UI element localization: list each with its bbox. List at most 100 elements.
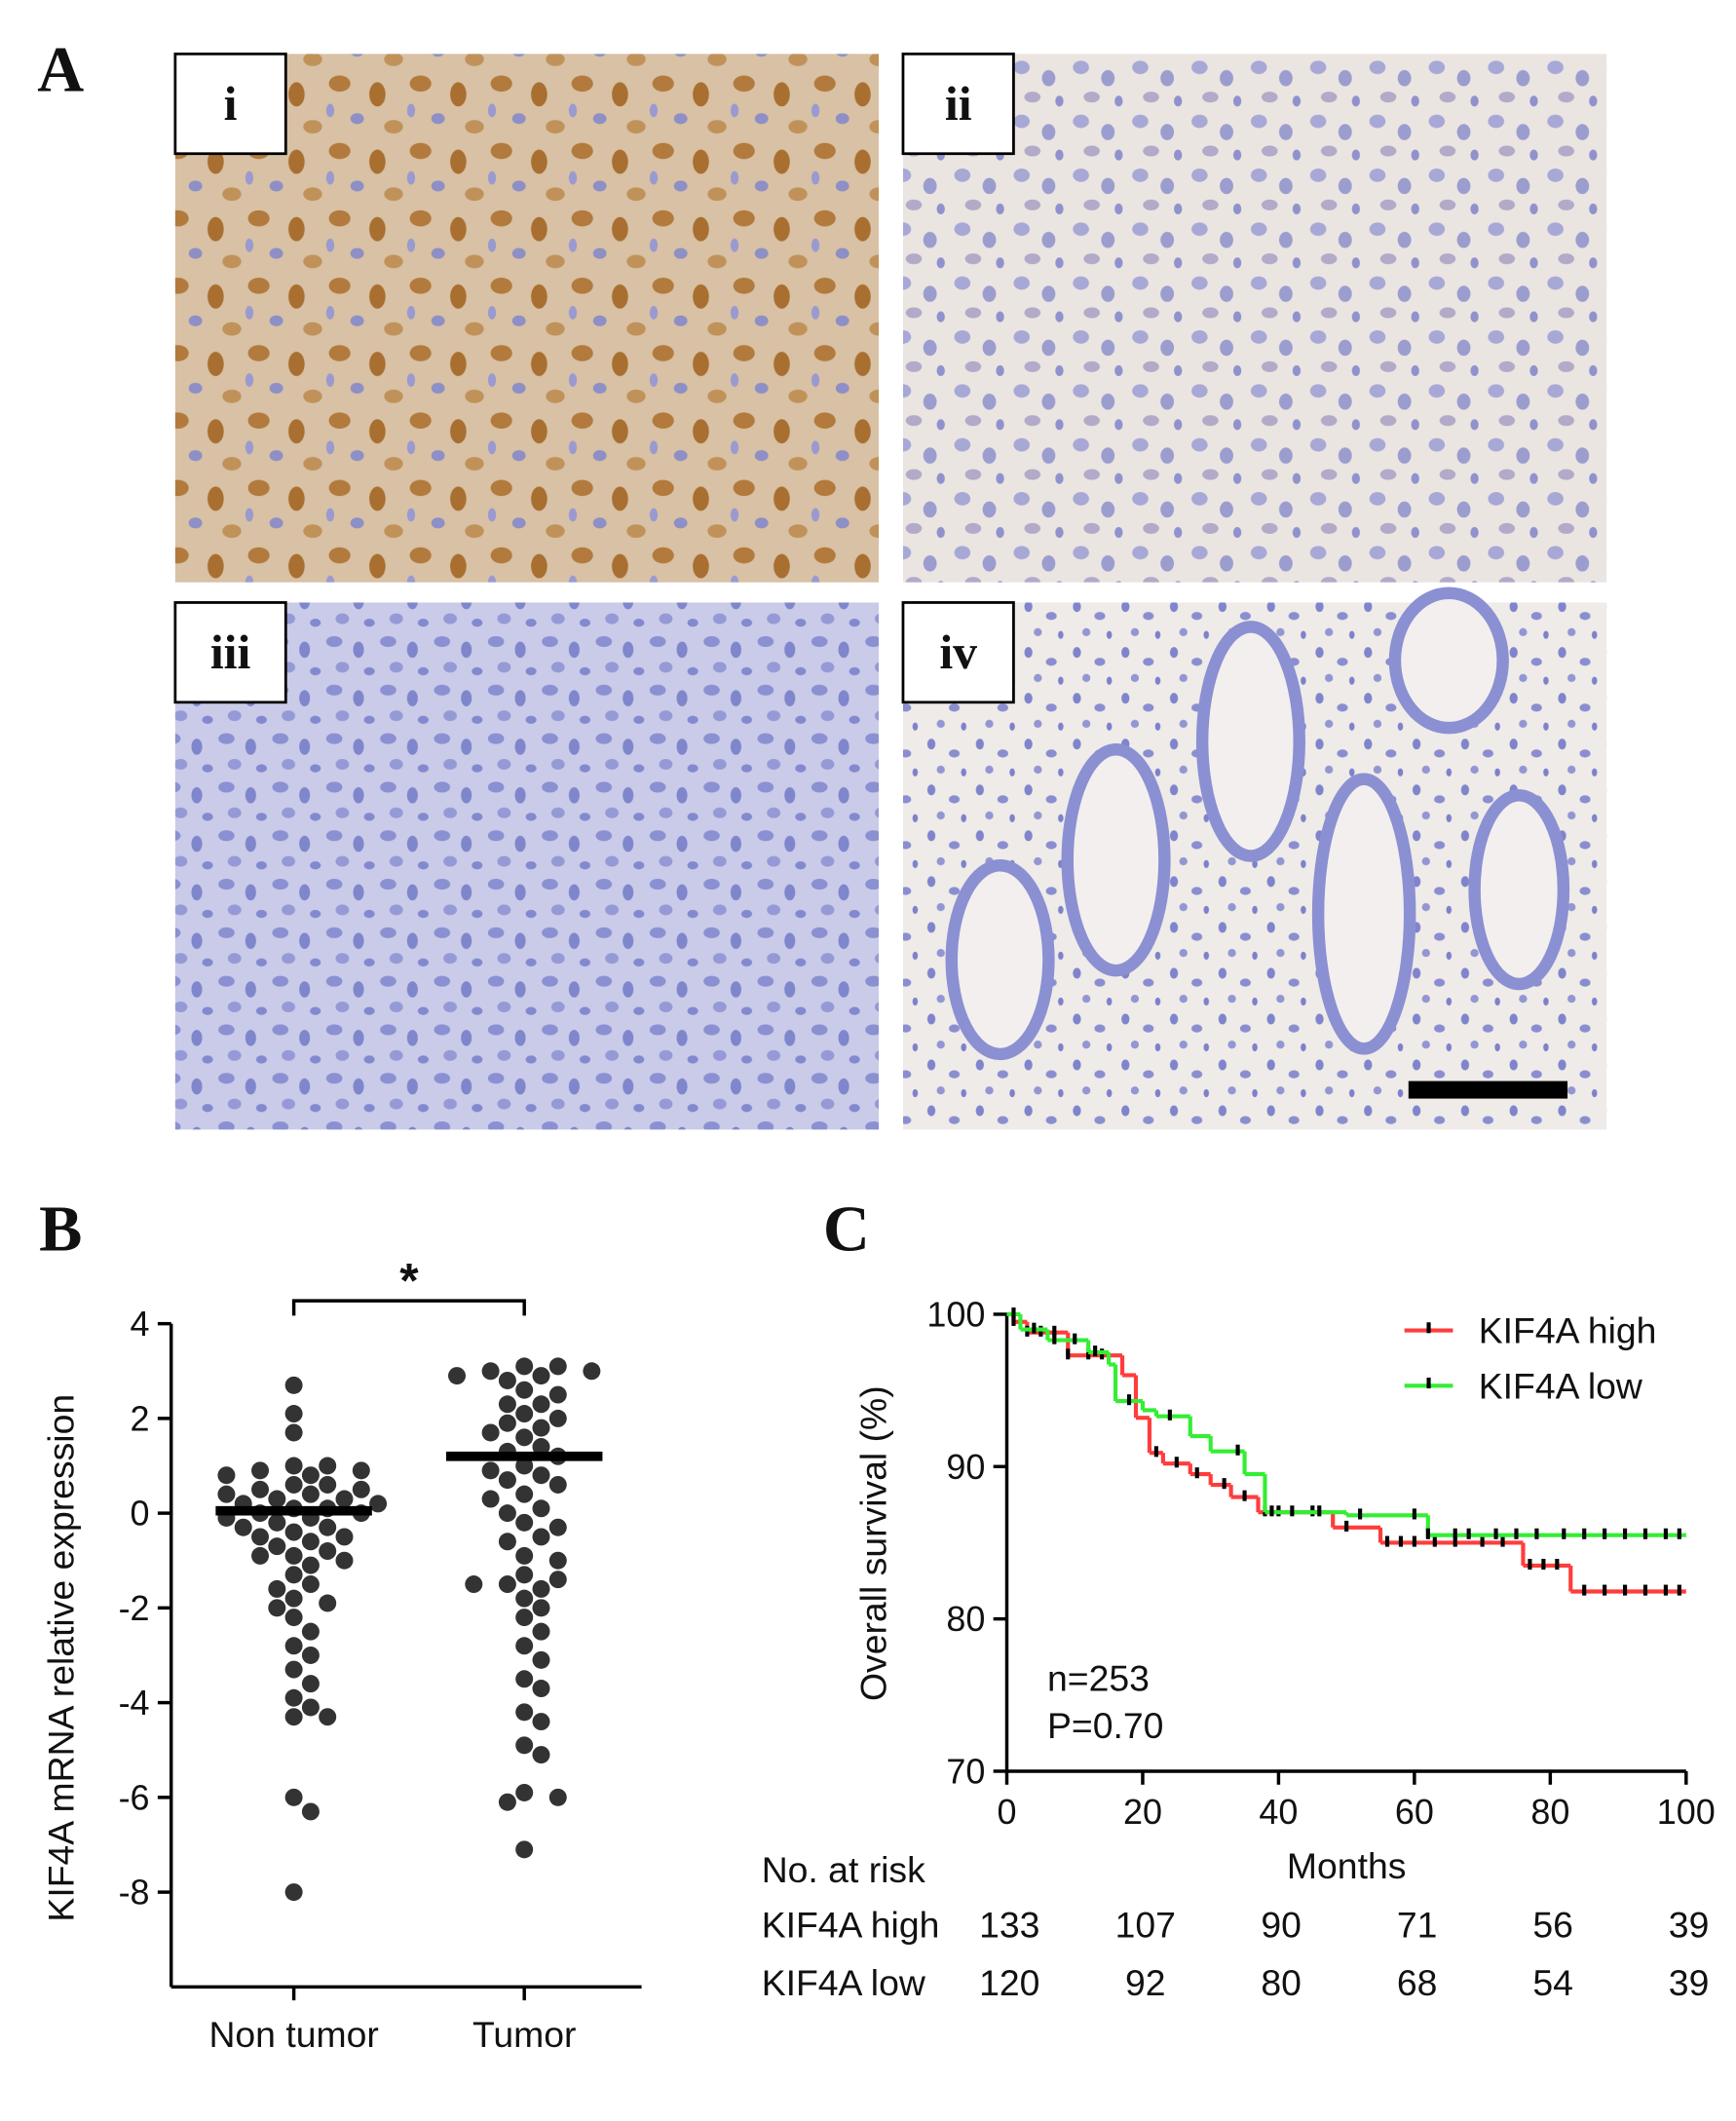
data-point [583,1362,601,1381]
data-point [301,1533,320,1551]
risk-count: 71 [1397,1905,1438,1946]
legend-label: KIF4A high [1479,1310,1657,1351]
x-tick-label: Tumor [472,2014,577,2055]
panel-label: A [37,34,84,105]
data-point [532,1466,550,1485]
data-point [532,1713,550,1731]
mean-bar [215,1505,372,1516]
annotation: n=253 [1047,1658,1150,1699]
data-point [532,1599,550,1617]
risk-count: 54 [1532,1962,1573,2003]
data-point [284,1457,303,1475]
risk-table-title: No. at risk [762,1849,925,1890]
x-tick-label: 20 [1123,1792,1162,1832]
x-axis-label: Months [1287,1845,1406,1886]
data-point [284,1883,303,1902]
image-label-box [901,52,1015,156]
data-point [335,1528,354,1546]
data-point [352,1461,370,1480]
data-point [515,1589,534,1608]
data-point [498,1575,516,1594]
histology-image [174,602,880,1130]
data-point [548,1518,567,1536]
data-point [251,1546,270,1565]
data-point [284,1566,303,1584]
annotation: P=0.70 [1047,1705,1163,1746]
image-label: ii [945,77,972,131]
data-point [481,1490,500,1508]
image-label-box [173,52,287,156]
data-point [515,1405,534,1423]
data-point [498,1414,516,1432]
data-point [301,1646,320,1664]
image-label-box [901,601,1015,704]
data-point [284,1589,303,1608]
risk-count: 92 [1125,1962,1166,2003]
data-point [335,1490,354,1508]
data-point [301,1485,320,1503]
y-tick-label: 80 [946,1599,985,1639]
data-point [515,1513,534,1532]
data-point [448,1367,467,1385]
risk-count: 120 [979,1962,1039,2003]
y-tick-label: 70 [946,1751,985,1791]
data-point [515,1457,534,1475]
data-point [515,1736,534,1755]
data-point [532,1650,550,1669]
data-point [268,1579,286,1598]
data-point [284,1423,303,1442]
y-tick-label: -4 [119,1683,150,1723]
data-point [515,1381,534,1399]
data-point [481,1423,500,1442]
y-axis-label: KIF4A mRNA relative expression [40,1394,81,1922]
data-point [465,1575,483,1594]
y-tick-label: 0 [131,1494,150,1534]
scale-bar [1408,1080,1568,1099]
x-tick-label: Non tumor [208,2014,378,2055]
risk-count: 39 [1669,1905,1710,1946]
data-point [301,1575,320,1594]
data-point [532,1680,550,1698]
data-point [301,1698,320,1717]
data-point [284,1376,303,1394]
data-point [319,1518,337,1536]
data-point [268,1513,286,1532]
y-tick-label: 4 [131,1304,150,1344]
data-point [352,1480,370,1498]
data-point [548,1788,567,1806]
data-point [515,1703,534,1722]
data-point [515,1357,534,1376]
y-tick-label: -6 [119,1777,150,1817]
data-point [498,1533,516,1551]
data-point [301,1556,320,1574]
y-tick-label: 100 [926,1294,985,1334]
data-point [532,1367,550,1385]
data-point [284,1637,303,1655]
x-tick-label: 60 [1395,1792,1434,1832]
data-point [515,1566,534,1584]
crypts [945,587,1570,1061]
data-point [319,1708,337,1726]
risk-row-label: KIF4A high [762,1905,940,1946]
x-tick-label: 80 [1530,1792,1569,1832]
mean-bar [445,1451,603,1461]
data-point [548,1357,567,1376]
data-point [548,1409,567,1427]
data-point [498,1793,516,1811]
data-point [498,1395,516,1414]
data-point [301,1466,320,1485]
risk-count: 133 [979,1905,1039,1946]
data-point [217,1485,236,1503]
x-tick-label: 0 [997,1792,1016,1832]
data-point [284,1660,303,1679]
data-point [532,1579,550,1598]
data-point [515,1428,534,1447]
data-point [284,1405,303,1423]
data-point [251,1480,270,1498]
data-point [268,1490,286,1508]
significance-bracket [291,1299,526,1316]
data-point [319,1594,337,1612]
data-point [498,1471,516,1490]
data-point [532,1395,550,1414]
